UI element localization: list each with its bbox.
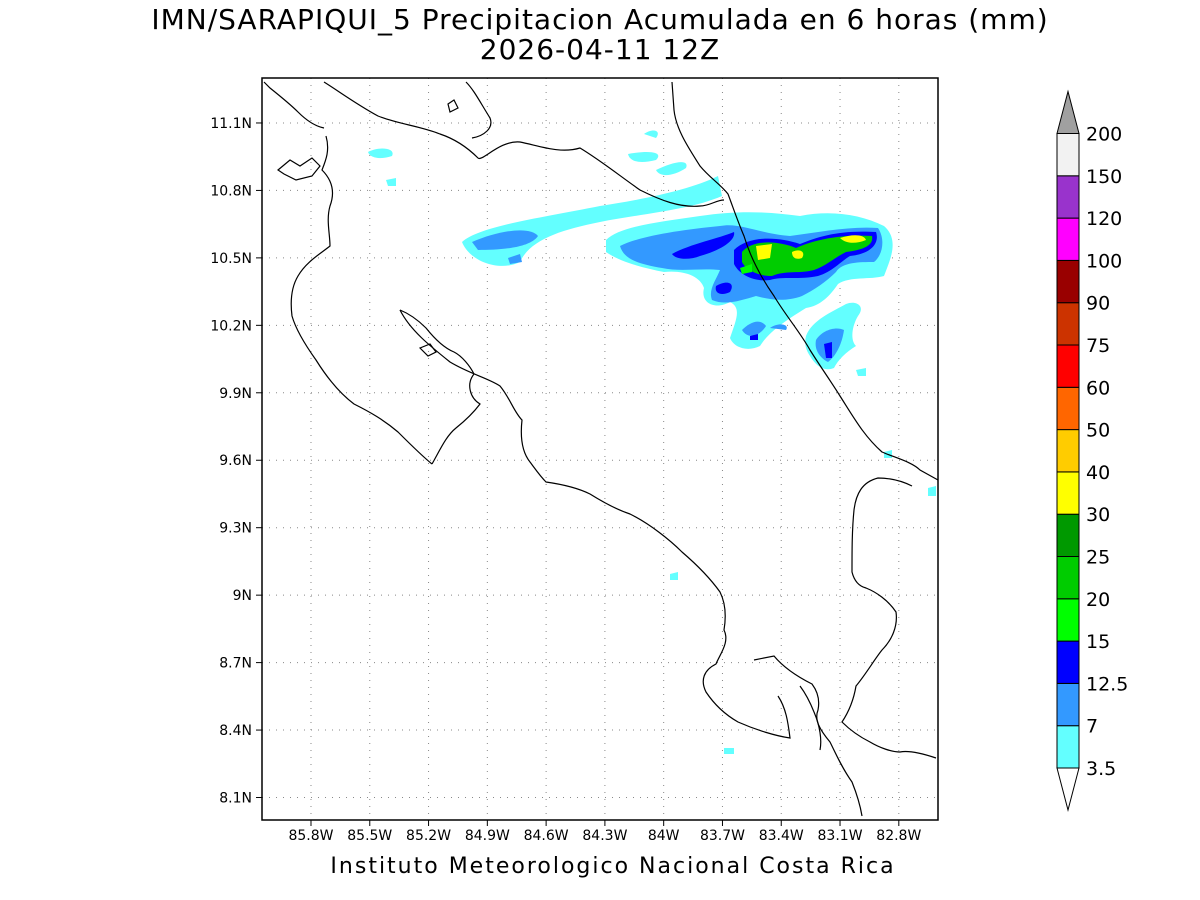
colorbar-bin — [1056, 259, 1080, 304]
x-tick-label: 84W — [648, 828, 680, 844]
colorbar-label: 200 — [1086, 124, 1122, 146]
precipitation-field — [368, 130, 936, 754]
x-tick-label: 84.3W — [582, 828, 627, 844]
guanacaste-coast — [290, 135, 433, 465]
colorbar-label: 120 — [1086, 208, 1122, 230]
colorbar-bin — [1056, 344, 1080, 388]
colorbar-label: 40 — [1086, 462, 1110, 484]
colorbar-label: 7 — [1086, 716, 1098, 738]
osa-peninsula — [753, 655, 863, 817]
colorbar-label: 12.5 — [1086, 673, 1128, 695]
colorbar-bin — [1056, 217, 1080, 261]
x-tick-label: 85.8W — [288, 828, 333, 844]
lake-nicaragua-shore — [465, 81, 492, 139]
colorbar-label: 3.5 — [1086, 758, 1116, 780]
plot-frame — [261, 77, 939, 821]
nicaragua-border — [323, 81, 725, 207]
y-tick-label: 8.4N — [219, 723, 252, 739]
colorbar-bin — [1056, 682, 1080, 727]
x-tick-label: 85.2W — [406, 828, 451, 844]
colorbar-label: 90 — [1086, 293, 1110, 315]
colorbar-label: 30 — [1086, 504, 1110, 526]
colorbar-bin — [1056, 133, 1080, 177]
colorbar-bin — [1056, 429, 1080, 473]
colorbar-bin — [1056, 556, 1080, 600]
colorbar-label: 150 — [1086, 166, 1122, 188]
x-tick-label: 83.1W — [818, 828, 863, 844]
colorbar-bin — [1056, 725, 1080, 769]
grid-lines — [262, 78, 938, 820]
chart-subtitle: 2026-04-11 12Z — [479, 33, 721, 66]
central-pacific-coast — [399, 309, 791, 739]
colorbar-overflow-triangle — [1056, 89, 1080, 134]
colorbar-label: 75 — [1086, 335, 1110, 357]
x-tick-label: 84.6W — [524, 828, 569, 844]
y-tick-label: 10.8N — [210, 183, 252, 199]
colorbar-label: 20 — [1086, 589, 1110, 611]
x-tick-label: 85.5W — [347, 828, 392, 844]
y-tick-label: 9.6N — [219, 453, 252, 469]
colorbar-bin — [1056, 640, 1080, 684]
golfito-coast — [799, 685, 822, 751]
y-tick-label: 8.1N — [219, 791, 252, 807]
x-tick-label: 83.4W — [759, 828, 804, 844]
colorbar-label: 100 — [1086, 250, 1122, 272]
colorbar-bin — [1056, 386, 1080, 431]
caribbean-coast — [671, 81, 939, 481]
y-tick-label: 11.1N — [210, 116, 252, 132]
colorbar-bin — [1056, 471, 1080, 515]
colorbar-label: 60 — [1086, 377, 1110, 399]
y-tick-label: 9N — [233, 588, 252, 604]
y-tick-label: 9.9N — [219, 386, 252, 402]
nicoya-gulf-coast — [399, 309, 481, 465]
nicaragua-pacific-coast — [263, 81, 325, 129]
x-tick-label: 83.7W — [700, 828, 745, 844]
precip-cluster-south — [670, 302, 936, 754]
precip-cluster-north-caribbean — [606, 212, 893, 349]
colorbar-underflow-triangle — [1056, 767, 1080, 812]
axis-ticks: 85.8W 85.5W 85.2W 84.9W 84.6W 84.3W 84W 83.7W 83… — [210, 116, 921, 844]
y-tick-label: 10.5N — [210, 251, 252, 267]
chart-title: IMN/SARAPIQUI_5 Precipitacion Acumulada … — [151, 3, 1049, 36]
lake-island — [447, 99, 459, 113]
x-tick-label: 82.8W — [876, 828, 921, 844]
x-tick-label: 84.9W — [465, 828, 510, 844]
colorbar-label: 50 — [1086, 420, 1110, 442]
precip-band-west — [368, 130, 722, 266]
colorbar-bin — [1056, 175, 1080, 219]
nw-islands — [276, 157, 321, 181]
colorbar-bin — [1056, 302, 1080, 346]
colorbar-label: 15 — [1086, 631, 1110, 653]
colorbar: 3.5 7 12.5 15 20 25 30 40 50 60 75 90 100 120 150 200 — [1056, 89, 1128, 812]
panama-border-south — [841, 477, 937, 759]
coastlines — [263, 81, 939, 817]
nicoya-island — [418, 343, 437, 357]
colorbar-bin — [1056, 598, 1080, 642]
y-tick-label: 9.3N — [219, 521, 252, 537]
colorbar-label: 25 — [1086, 547, 1110, 569]
footer-credit: Instituto Meteorologico Nacional Costa R… — [330, 854, 896, 879]
y-tick-label: 8.7N — [219, 656, 252, 672]
y-tick-label: 10.2N — [210, 318, 252, 334]
colorbar-bin — [1056, 513, 1080, 558]
